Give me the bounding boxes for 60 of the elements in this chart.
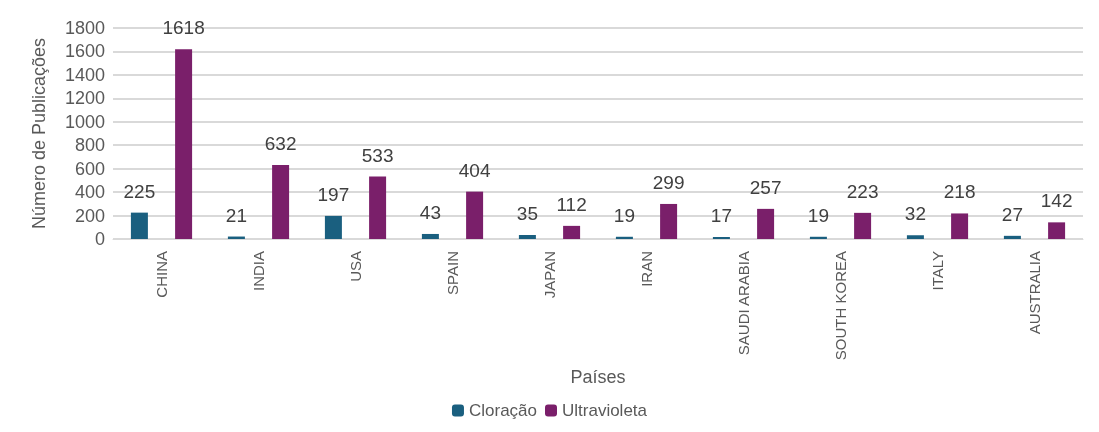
x-tick-label: SPAIN xyxy=(444,251,461,295)
data-label: 17 xyxy=(710,205,732,227)
y-tick-label: 200 xyxy=(74,205,105,226)
data-label: 404 xyxy=(458,159,491,181)
y-tick-label: 1400 xyxy=(64,64,105,85)
data-label: 299 xyxy=(652,171,685,193)
bar xyxy=(421,233,439,239)
y-tick-label: 1000 xyxy=(64,111,105,132)
data-label: 218 xyxy=(943,181,976,203)
data-label: 21 xyxy=(225,204,247,226)
data-label: 32 xyxy=(904,203,926,225)
bar xyxy=(324,215,342,239)
y-tick-label: 600 xyxy=(74,158,105,179)
bar xyxy=(757,208,775,239)
x-tick-label: IRAN xyxy=(638,251,655,287)
bar xyxy=(272,164,290,239)
data-label: 19 xyxy=(613,204,635,226)
x-tick-label: JAPAN xyxy=(541,251,558,299)
data-label: 19 xyxy=(807,204,829,226)
x-tick-label: CHINA xyxy=(153,251,170,298)
bar xyxy=(1003,235,1021,239)
data-label: 632 xyxy=(264,132,297,154)
y-tick-label: 800 xyxy=(74,135,105,156)
data-label: 142 xyxy=(1040,190,1073,212)
data-label: 533 xyxy=(361,144,394,166)
data-label: 112 xyxy=(556,193,587,215)
data-label: 1618 xyxy=(162,17,205,39)
y-tick-label: 1200 xyxy=(64,88,105,109)
data-label: 225 xyxy=(123,180,156,202)
bar xyxy=(660,203,678,239)
bar xyxy=(130,212,148,239)
bar xyxy=(854,212,872,239)
bar xyxy=(175,49,193,239)
bar xyxy=(466,191,484,239)
x-tick-label: SAUDI ARABIA xyxy=(735,251,752,356)
bar xyxy=(518,234,536,239)
bar xyxy=(906,235,924,239)
legend-label: Cloração xyxy=(468,401,538,420)
y-tick-label: 1800 xyxy=(64,18,105,38)
x-tick-label: ITALY xyxy=(929,251,946,291)
bar xyxy=(369,176,387,239)
y-tick-label: 1600 xyxy=(64,41,105,62)
data-label: 223 xyxy=(846,180,879,202)
bar xyxy=(951,213,969,239)
x-tick-label: INDIA xyxy=(250,251,267,292)
y-tick-label: 400 xyxy=(74,182,105,203)
data-label: 43 xyxy=(419,201,441,223)
x-tick-label: SOUTH KOREA xyxy=(832,251,849,361)
data-label: 35 xyxy=(516,202,538,224)
data-label: 257 xyxy=(749,176,782,198)
y-axis-title: Número de Publicações xyxy=(29,37,49,230)
y-tick-label: 0 xyxy=(94,229,105,249)
x-tick-label: USA xyxy=(347,251,364,282)
x-axis-title: Países xyxy=(570,367,626,388)
x-tick-label: AUSTRALIA xyxy=(1026,251,1043,335)
bar xyxy=(563,225,581,239)
bar xyxy=(1048,222,1066,239)
data-label: 27 xyxy=(1001,203,1023,225)
legend-label: Ultravioleta xyxy=(562,401,648,420)
data-label: 197 xyxy=(317,183,350,205)
